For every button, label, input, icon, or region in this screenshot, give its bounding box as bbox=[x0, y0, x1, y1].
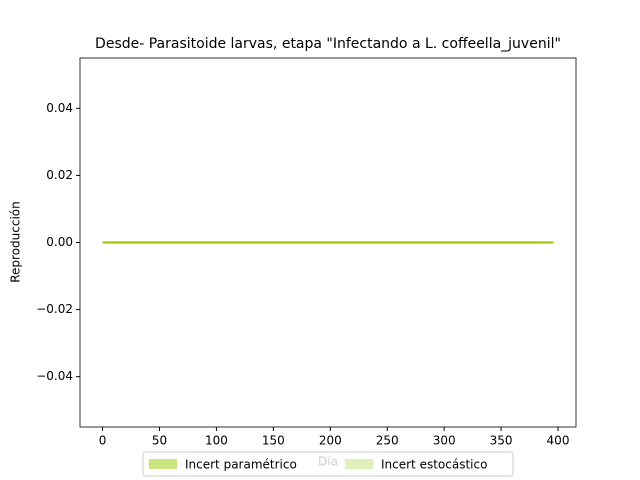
x-tick-label: 0 bbox=[99, 434, 107, 448]
legend-label: Incert paramétrico bbox=[185, 458, 297, 472]
x-tick-label: 100 bbox=[205, 434, 228, 448]
y-tick-label: 0.00 bbox=[46, 235, 73, 249]
x-tick-label: 300 bbox=[433, 434, 456, 448]
x-tick-label: 150 bbox=[262, 434, 285, 448]
x-tick-label: 200 bbox=[319, 434, 342, 448]
x-tick-label: 50 bbox=[152, 434, 167, 448]
y-tick-label: 0.04 bbox=[46, 101, 73, 115]
plot-frame bbox=[79, 57, 577, 428]
chart-title: Desde- Parasitoide larvas, etapa "Infect… bbox=[95, 36, 561, 52]
y-tick-label: −0.02 bbox=[36, 302, 73, 316]
legend-box bbox=[142, 451, 514, 477]
legend-swatch bbox=[149, 459, 177, 469]
x-tick-label: 350 bbox=[490, 434, 513, 448]
x-tick-label: 250 bbox=[376, 434, 399, 448]
legend-label: Incert estocástico bbox=[381, 458, 487, 472]
y-tick-label: 0.02 bbox=[46, 168, 73, 182]
y-tick-label: −0.04 bbox=[36, 369, 73, 383]
x-tick-label: 400 bbox=[547, 434, 570, 448]
y-axis-label: Reproducción bbox=[9, 201, 23, 283]
legend-swatch bbox=[345, 459, 373, 469]
